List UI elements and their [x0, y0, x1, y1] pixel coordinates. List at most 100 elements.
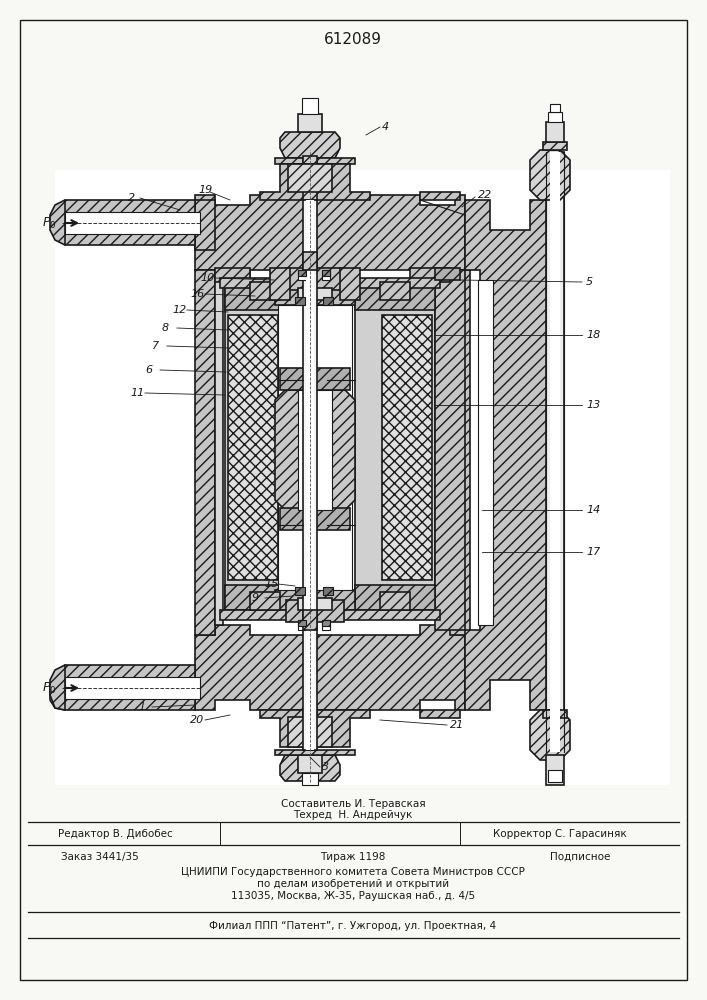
- Bar: [298, 270, 306, 280]
- Text: 16: 16: [190, 289, 204, 299]
- Polygon shape: [50, 665, 195, 710]
- Bar: [215, 268, 250, 282]
- Text: ЦНИИПИ Государственного комитета Совета Министров СССР: ЦНИИПИ Государственного комитета Совета …: [181, 867, 525, 877]
- Bar: [225, 585, 305, 610]
- Bar: [298, 270, 306, 276]
- Text: Составитель И. Теравская: Составитель И. Теравская: [281, 799, 426, 809]
- Text: 7: 7: [152, 341, 159, 351]
- Bar: [420, 192, 460, 200]
- Bar: [546, 755, 564, 785]
- Polygon shape: [530, 710, 570, 760]
- Text: $P_0$: $P_0$: [42, 680, 57, 696]
- Text: по делам изобретений и открытий: по делам изобретений и открытий: [257, 879, 449, 889]
- Text: 13: 13: [586, 400, 600, 410]
- Text: 3: 3: [322, 762, 329, 772]
- Text: 12: 12: [172, 305, 186, 315]
- Text: Филиал ППП “Патент”, г. Ужгород, ул. Проектная, 4: Филиал ППП “Патент”, г. Ужгород, ул. Про…: [209, 921, 496, 931]
- Text: Подписное: Подписное: [550, 852, 610, 862]
- Text: $P_0$: $P_0$: [42, 215, 57, 231]
- Text: Тираж 1198: Тираж 1198: [320, 852, 386, 862]
- Bar: [546, 122, 564, 142]
- Polygon shape: [195, 195, 465, 280]
- Bar: [302, 773, 318, 785]
- Bar: [435, 268, 460, 280]
- Text: 113035, Москва, Ж-35, Раушская наб., д. 4/5: 113035, Москва, Ж-35, Раушская наб., д. …: [231, 891, 475, 901]
- Bar: [220, 610, 440, 620]
- Bar: [340, 268, 360, 300]
- Bar: [382, 315, 432, 580]
- Bar: [322, 620, 330, 630]
- Bar: [278, 305, 352, 590]
- Bar: [295, 587, 305, 595]
- Bar: [275, 590, 355, 610]
- Text: 15: 15: [264, 579, 279, 589]
- Text: 18: 18: [586, 330, 600, 340]
- Bar: [380, 282, 410, 300]
- Bar: [225, 285, 305, 310]
- Bar: [298, 114, 322, 132]
- Bar: [302, 98, 318, 114]
- Text: 22: 22: [478, 190, 492, 200]
- Bar: [420, 710, 460, 718]
- Text: 10: 10: [200, 273, 214, 283]
- Bar: [543, 142, 567, 150]
- Bar: [450, 270, 470, 635]
- Polygon shape: [275, 158, 355, 164]
- Text: 11: 11: [130, 388, 144, 398]
- Bar: [323, 587, 333, 595]
- Bar: [295, 297, 305, 305]
- Bar: [543, 710, 567, 718]
- Text: 6: 6: [145, 365, 152, 375]
- Text: 2: 2: [128, 193, 135, 203]
- Text: 4: 4: [382, 122, 389, 132]
- Bar: [298, 598, 332, 610]
- Text: 20: 20: [190, 715, 204, 725]
- Bar: [355, 280, 435, 610]
- Polygon shape: [280, 755, 340, 781]
- Bar: [55, 170, 670, 785]
- Bar: [550, 104, 560, 112]
- Text: 17: 17: [586, 547, 600, 557]
- Bar: [303, 708, 317, 750]
- Bar: [220, 278, 440, 288]
- Bar: [225, 280, 305, 610]
- Bar: [270, 268, 290, 300]
- Text: 21: 21: [450, 720, 464, 730]
- Bar: [286, 600, 344, 622]
- Bar: [478, 280, 493, 625]
- Text: 5: 5: [586, 277, 593, 287]
- Bar: [65, 677, 200, 699]
- Bar: [298, 620, 306, 626]
- Bar: [410, 268, 450, 282]
- Text: Редактор В. Дибобес: Редактор В. Дибобес: [58, 829, 173, 839]
- Bar: [288, 164, 332, 192]
- Bar: [380, 592, 410, 610]
- Polygon shape: [60, 200, 195, 245]
- Bar: [306, 200, 314, 750]
- Bar: [280, 368, 350, 390]
- Bar: [298, 390, 332, 510]
- Bar: [228, 315, 278, 580]
- Text: Техред  Н. Андрейчук: Техред Н. Андрейчук: [293, 810, 413, 820]
- Bar: [298, 620, 306, 630]
- Bar: [298, 755, 322, 773]
- Bar: [215, 280, 223, 625]
- Bar: [323, 297, 333, 305]
- Polygon shape: [280, 132, 340, 158]
- Polygon shape: [260, 164, 370, 200]
- Text: 9: 9: [252, 593, 259, 603]
- Text: Корректор С. Гарасиняк: Корректор С. Гарасиняк: [493, 829, 627, 839]
- Bar: [548, 770, 562, 782]
- Text: 1: 1: [138, 702, 145, 712]
- Bar: [288, 717, 332, 747]
- Bar: [280, 508, 350, 530]
- Text: 8: 8: [162, 323, 169, 333]
- Polygon shape: [275, 750, 355, 755]
- Text: 14: 14: [586, 505, 600, 515]
- Polygon shape: [50, 200, 65, 245]
- Text: 19: 19: [198, 185, 212, 195]
- Bar: [303, 160, 317, 200]
- Text: Заказ 3441/35: Заказ 3441/35: [61, 852, 139, 862]
- Bar: [322, 270, 330, 280]
- Bar: [275, 285, 355, 305]
